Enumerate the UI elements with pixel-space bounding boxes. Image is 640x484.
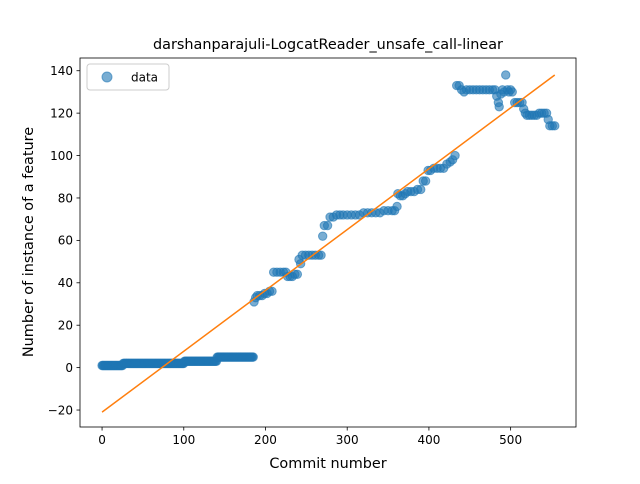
legend: data [86, 63, 170, 91]
data-point [322, 220, 333, 231]
plot-area [97, 70, 560, 413]
axes-frame [79, 57, 577, 428]
legend-label-data: data [131, 71, 158, 85]
y-tick-label: 20 [58, 319, 73, 333]
chart-title: darshanparajuli-LogcatReader_unsafe_call… [153, 37, 503, 53]
legend-marker-data [101, 71, 113, 83]
x-axis-label: Commit number [269, 456, 386, 472]
x-tick-label: 300 [336, 433, 359, 447]
legend-frame [86, 63, 170, 91]
x-tick-label: 200 [254, 433, 277, 447]
data-point [292, 269, 303, 280]
y-tick-label: 60 [58, 234, 73, 248]
data-point [316, 250, 326, 260]
x-tick-label: 400 [417, 433, 440, 447]
y-tick-label: 80 [58, 191, 73, 205]
axes: 0 100 200 300 400 500 −20 0 20 40 60 80 100 120 140 [48, 57, 577, 447]
data-point [416, 184, 426, 195]
y-tick-label: 120 [50, 106, 73, 120]
data-point [267, 286, 277, 296]
fit-line [101, 74, 556, 413]
data-point [317, 231, 328, 241]
x-tick-label: 100 [172, 433, 195, 447]
x-tick-label: 500 [499, 433, 522, 447]
data-point [248, 352, 258, 362]
x-tick-label: 0 [98, 433, 106, 447]
y-tick-label: 140 [50, 64, 73, 78]
y-axis-label: Number of instance of a feature [21, 127, 37, 357]
data-point [420, 176, 431, 186]
data-point [501, 70, 511, 80]
data-point [392, 201, 402, 212]
y-tick-label: 40 [58, 276, 73, 290]
data-point [494, 102, 504, 112]
y-tick-label: 0 [65, 361, 73, 375]
data-point [550, 121, 560, 131]
y-tick-label: 100 [50, 149, 73, 163]
data-point [450, 150, 460, 161]
data-point [507, 87, 517, 97]
y-tick-label: −20 [48, 403, 73, 417]
